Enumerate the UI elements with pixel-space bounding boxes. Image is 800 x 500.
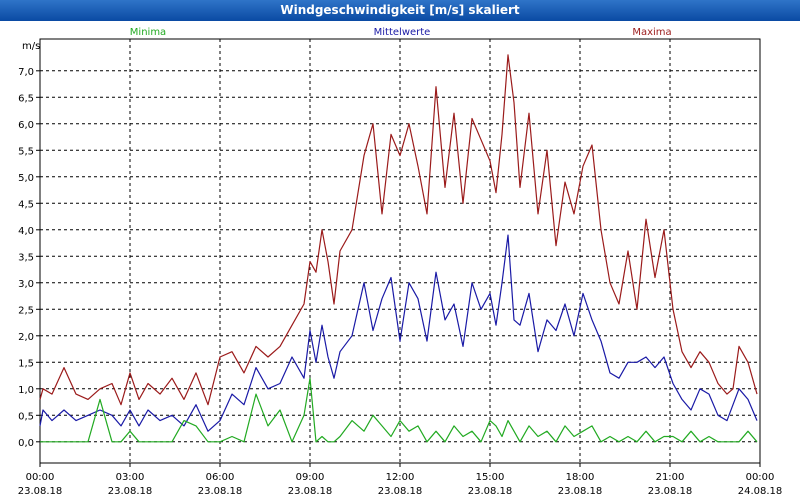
y-tick-label: 0,5 xyxy=(18,411,34,422)
y-tick-label: 3,5 xyxy=(18,252,34,263)
y-tick-label: 3,0 xyxy=(18,279,34,290)
y-tick-label: 0,0 xyxy=(18,438,34,449)
x-tick-time-label: 06:00 xyxy=(206,472,235,483)
x-tick-date-label: 23.08.18 xyxy=(558,486,603,497)
x-tick-time-label: 15:00 xyxy=(476,472,505,483)
y-tick-label: 6,0 xyxy=(18,120,34,131)
legend-mittelwerte: Mittelwerte xyxy=(374,27,431,38)
x-tick-date-label: 23.08.18 xyxy=(648,486,693,497)
y-tick-label: 5,0 xyxy=(18,173,34,184)
legend-minima: Minima xyxy=(130,27,166,38)
series-line-maxima xyxy=(39,54,758,406)
x-tick-time-label: 18:00 xyxy=(566,472,595,483)
y-tick-label: 5,5 xyxy=(18,146,34,157)
y-tick-label: 4,0 xyxy=(18,226,34,237)
window-title: Windgeschwindigkeit [m/s] skaliert xyxy=(0,0,800,21)
y-tick-label: 7,0 xyxy=(18,67,34,78)
x-tick-date-label: 23.08.18 xyxy=(288,486,333,497)
y-tick-label: 6,5 xyxy=(18,93,34,104)
x-tick-time-label: 21:00 xyxy=(656,472,685,483)
x-tick-date-label: 23.08.18 xyxy=(378,486,423,497)
x-tick-time-label: 09:00 xyxy=(296,472,325,483)
x-tick-date-label: 23.08.18 xyxy=(198,486,243,497)
series-line-mittelwerte xyxy=(39,234,758,432)
y-axis-unit-label: m/s xyxy=(22,41,40,52)
series-line-minima xyxy=(40,377,758,443)
x-tick-date-label: 23.08.18 xyxy=(18,486,63,497)
x-tick-date-label: 23.08.18 xyxy=(108,486,153,497)
x-tick-time-label: 00:00 xyxy=(26,472,55,483)
x-tick-date-label: 24.08.18 xyxy=(738,486,783,497)
x-tick-time-label: 03:00 xyxy=(116,472,145,483)
wind-speed-chart: 0,0 0,5 1,0 1,5 2,0 2,5 3,0 3,5 4,0 4,5 5,0 5,5 6,0 6… xyxy=(18,27,783,497)
y-tick-label: 1,5 xyxy=(18,358,34,369)
x-tick-time-label: 12:00 xyxy=(386,472,415,483)
chart-panel: 0,0 0,5 1,0 1,5 2,0 2,5 3,0 3,5 4,0 4,5 5,0 5,5 6,0 6… xyxy=(0,21,800,500)
legend-maxima: Maxima xyxy=(632,27,671,38)
x-tick-date-label: 23.08.18 xyxy=(468,486,513,497)
plot-frame xyxy=(39,38,761,464)
y-tick-label: 2,0 xyxy=(18,332,34,343)
y-tick-label: 1,0 xyxy=(18,385,34,396)
y-tick-label: 4,5 xyxy=(18,199,34,210)
y-tick-label: 2,5 xyxy=(18,305,34,316)
x-tick-time-label: 00:00 xyxy=(746,472,775,483)
